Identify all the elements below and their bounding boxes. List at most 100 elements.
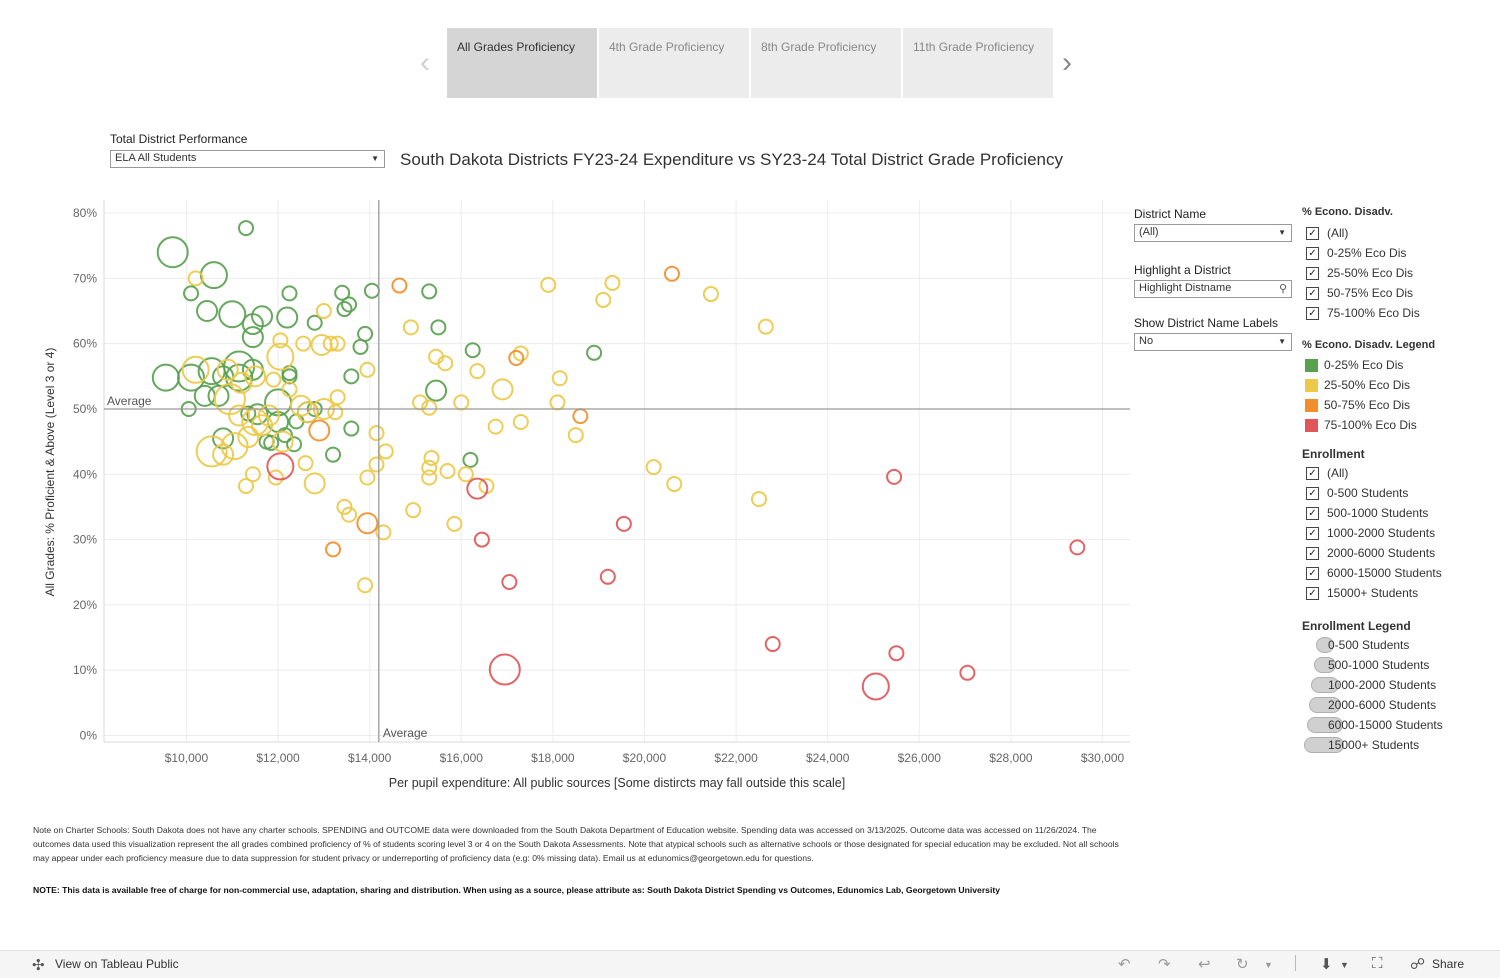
undo-icon[interactable]: ↶ (1118, 956, 1131, 973)
data-point (487, 418, 504, 435)
performance-select[interactable]: ELA All Students ▼ (110, 150, 385, 168)
checkbox-checked-icon[interactable]: ✓ (1306, 586, 1319, 600)
data-point (402, 319, 419, 336)
econ-legend-item[interactable]: 25-50% Eco Dis (1305, 375, 1410, 395)
data-point (356, 512, 379, 535)
data-point (183, 285, 200, 302)
x-tick-label: $18,000 (531, 751, 575, 765)
prev-tab-arrow-icon[interactable]: ‹ (420, 46, 430, 79)
sheet-tabs: All Grades Proficiency 4th Grade Profici… (447, 28, 1055, 98)
data-point (368, 456, 385, 473)
data-point (615, 515, 632, 532)
econ-legend-label: 0-25% Eco Dis (1324, 358, 1404, 372)
checkbox-checked-icon[interactable]: ✓ (1306, 546, 1319, 560)
data-point (267, 469, 284, 486)
data-point (750, 491, 767, 508)
econ-legend-item[interactable]: 50-75% Eco Dis (1305, 395, 1410, 415)
data-point (241, 313, 264, 336)
checkbox-checked-icon[interactable]: ✓ (1306, 286, 1319, 300)
data-point (446, 515, 463, 532)
checkbox-checked-icon[interactable]: ✓ (1306, 506, 1319, 520)
data-point (343, 420, 360, 437)
enrollment-filter-item[interactable]: ✓ 0-500 Students (1306, 483, 1408, 503)
data-point (230, 371, 253, 394)
x-tick-label: $28,000 (989, 751, 1033, 765)
highlight-district-placeholder: Highlight Distname (1139, 282, 1232, 294)
share-button[interactable]: Share (1432, 957, 1465, 971)
data-point (491, 378, 514, 401)
enrollment-filter-title: Enrollment (1302, 447, 1365, 461)
highlight-district-input[interactable]: Highlight Distname ⚲ (1134, 280, 1292, 298)
data-point (508, 350, 525, 367)
tab-11th-grade[interactable]: 11th Grade Proficiency (903, 28, 1053, 98)
enrollment-legend-label: 500-1000 Students (1328, 658, 1430, 672)
econ-legend-item[interactable]: 0-25% Eco Dis (1305, 355, 1403, 375)
data-point (237, 426, 260, 449)
enrollment-filter-item[interactable]: ✓ 500-1000 Students (1306, 503, 1428, 523)
econ-filter-item[interactable]: ✓ 25-50% Eco Dis (1306, 263, 1413, 283)
enrollment-filter-item[interactable]: ✓ 2000-6000 Students (1306, 543, 1435, 563)
chevron-down-icon[interactable]: ▼ (1340, 960, 1349, 970)
enrollment-filter-item[interactable]: ✓ (All) (1306, 463, 1348, 483)
chevron-down-icon[interactable]: ▼ (1264, 960, 1273, 970)
enrollment-filter-item[interactable]: ✓ 1000-2000 Students (1306, 523, 1435, 543)
district-name-select[interactable]: (All) ▼ (1134, 224, 1292, 242)
checkbox-checked-icon[interactable]: ✓ (1306, 486, 1319, 500)
enrollment-legend-label: 15000+ Students (1328, 738, 1420, 752)
refresh-icon[interactable]: ↻ (1236, 956, 1249, 973)
data-point (289, 394, 312, 417)
data-point (437, 355, 454, 372)
footer-divider (1295, 955, 1296, 971)
enrollment-filter-label: 1000-2000 Students (1327, 526, 1436, 540)
next-tab-arrow-icon[interactable]: › (1062, 46, 1072, 79)
data-point (187, 270, 204, 287)
data-point (241, 326, 264, 349)
checkbox-checked-icon[interactable]: ✓ (1306, 466, 1319, 480)
tab-all-grades[interactable]: All Grades Proficiency (447, 28, 597, 98)
revert-icon[interactable]: ↩ (1198, 956, 1211, 973)
data-point (702, 286, 719, 303)
econ-filter-item[interactable]: ✓ 75-100% Eco Dis (1306, 303, 1420, 323)
data-point (325, 446, 342, 463)
checkbox-checked-icon[interactable]: ✓ (1306, 266, 1319, 280)
data-point (218, 300, 247, 329)
enrollment-filter-item[interactable]: ✓ 6000-15000 Students (1306, 563, 1442, 583)
share-icon[interactable]: ☍ (1410, 956, 1426, 973)
enrollment-filter-label: 500-1000 Students (1327, 506, 1429, 520)
enrollment-legend-label: 6000-15000 Students (1328, 718, 1443, 732)
data-point (343, 368, 360, 385)
size-bubble-icon (1316, 637, 1334, 653)
checkbox-checked-icon[interactable]: ✓ (1306, 306, 1319, 320)
data-point (212, 427, 235, 450)
data-point (886, 468, 903, 485)
view-on-tableau-link[interactable]: View on Tableau Public (55, 957, 179, 971)
enrollment-filter-item[interactable]: ✓ 15000+ Students (1306, 583, 1418, 603)
data-point (663, 265, 680, 282)
enrollment-legend-label: 0-500 Students (1328, 638, 1410, 652)
data-point (551, 370, 568, 387)
show-labels-select[interactable]: No ▼ (1134, 333, 1292, 351)
econ-filter-item[interactable]: ✓ (All) (1306, 223, 1348, 243)
fullscreen-icon[interactable]: ⛶ (1372, 955, 1383, 972)
data-point (296, 401, 319, 424)
econ-legend-item[interactable]: 75-100% Eco Dis (1305, 415, 1417, 435)
checkbox-checked-icon[interactable]: ✓ (1306, 526, 1319, 540)
tab-8th-grade[interactable]: 8th Grade Proficiency (751, 28, 901, 98)
checkbox-checked-icon[interactable]: ✓ (1306, 566, 1319, 580)
data-point (391, 277, 408, 294)
data-point (512, 414, 529, 431)
econ-filter-item[interactable]: ✓ 0-25% Eco Dis (1306, 243, 1406, 263)
econ-filter-item[interactable]: ✓ 50-75% Eco Dis (1306, 283, 1413, 303)
checkbox-checked-icon[interactable]: ✓ (1306, 246, 1319, 260)
enrollment-filter-label: 2000-6000 Students (1327, 546, 1436, 560)
data-point (341, 296, 358, 313)
redo-icon[interactable]: ↷ (1158, 956, 1171, 973)
download-icon[interactable]: ⬇ (1320, 956, 1333, 973)
checkbox-checked-icon[interactable]: ✓ (1306, 226, 1319, 240)
data-point (359, 469, 376, 486)
enrollment-filter-label: (All) (1327, 466, 1349, 480)
show-labels-select-value: No (1139, 335, 1154, 347)
data-point (225, 363, 254, 392)
data-point (306, 314, 323, 331)
tab-4th-grade[interactable]: 4th Grade Proficiency (599, 28, 749, 98)
